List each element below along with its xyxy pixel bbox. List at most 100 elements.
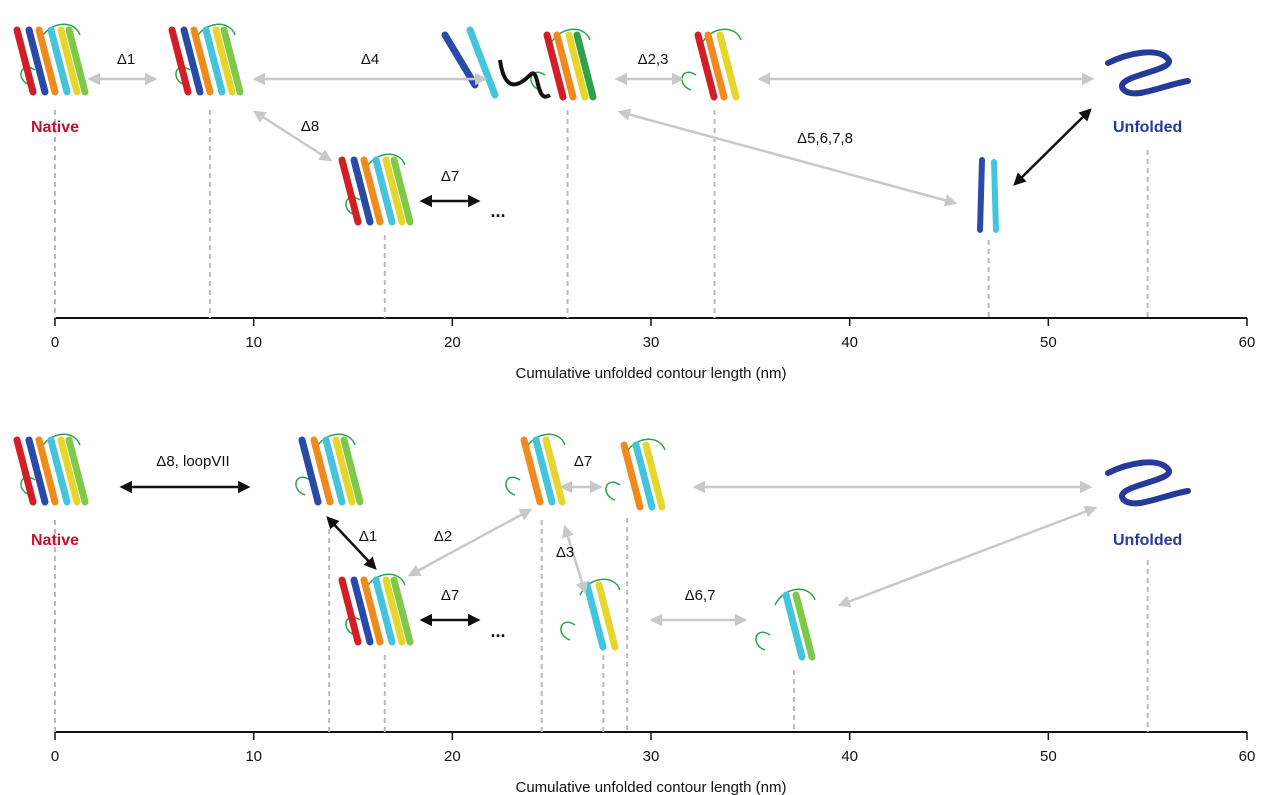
strand	[573, 31, 597, 101]
strand	[180, 26, 204, 96]
strand	[212, 26, 236, 96]
transition-label: Δ2,3	[638, 51, 669, 68]
protein-structure	[681, 28, 742, 101]
strand	[25, 436, 49, 506]
strand	[620, 441, 644, 511]
x-tick-label: 10	[245, 334, 262, 351]
x-tick-label: 60	[1239, 748, 1256, 765]
strand	[382, 156, 406, 226]
protein-structure	[605, 438, 666, 511]
transition-label: Δ6,7	[685, 587, 716, 604]
strand	[595, 581, 619, 651]
strand	[35, 26, 59, 96]
x-tick-label: 50	[1040, 334, 1057, 351]
strand	[553, 31, 577, 101]
ellipsis: ...	[490, 621, 505, 641]
transition-label: Δ7	[574, 453, 592, 470]
transition-label: Δ2	[434, 528, 452, 545]
strand	[583, 581, 607, 651]
protein-structure	[755, 588, 816, 661]
transition-arrow	[561, 524, 589, 595]
x-tick-label: 40	[841, 334, 858, 351]
transition-label: Δ4	[361, 51, 379, 68]
ellipsis: ...	[490, 201, 505, 221]
x-tick-label: 0	[51, 334, 59, 351]
x-axis-label: Cumulative unfolded contour length (nm)	[516, 779, 787, 795]
strand	[565, 31, 589, 101]
strand	[390, 156, 414, 226]
strand	[13, 436, 37, 506]
x-tick-label: 60	[1239, 334, 1256, 351]
x-tick-label: 20	[444, 748, 461, 765]
strand	[372, 576, 396, 646]
loop	[755, 588, 816, 651]
strand	[792, 591, 816, 661]
strand	[977, 157, 985, 233]
strand	[65, 436, 89, 506]
state-label: Unfolded	[1113, 532, 1182, 549]
x-tick-label: 50	[1040, 748, 1057, 765]
strand	[310, 436, 334, 506]
transition-arrow	[252, 110, 333, 162]
protein-structure	[1105, 49, 1191, 97]
transition-arrow	[326, 516, 377, 570]
strand	[350, 156, 374, 226]
strand	[190, 26, 214, 96]
protein-structure	[1105, 459, 1191, 507]
strand	[694, 31, 718, 101]
x-tick-label: 30	[643, 334, 660, 351]
strand	[991, 159, 999, 233]
strand	[466, 26, 499, 99]
transition-label: Δ7	[441, 587, 459, 604]
strand	[65, 26, 89, 96]
protein-structure	[295, 433, 364, 506]
strand	[47, 436, 71, 506]
strand	[520, 436, 544, 506]
transition-label: Δ8, loopVII	[156, 453, 229, 470]
transition-label: Δ7	[441, 168, 459, 185]
protein-structure	[168, 23, 244, 96]
strand	[543, 31, 567, 101]
strand	[441, 31, 479, 89]
strand	[338, 156, 362, 226]
loop	[530, 28, 591, 91]
strand	[332, 436, 356, 506]
strand	[202, 26, 226, 96]
strand	[168, 26, 192, 96]
x-tick-label: 20	[444, 334, 461, 351]
protein-structure	[505, 433, 566, 506]
x-tick-label: 10	[245, 748, 262, 765]
strand	[642, 441, 666, 511]
detached-chain	[498, 59, 552, 99]
strand	[542, 436, 566, 506]
strand	[340, 436, 364, 506]
state-label: Native	[31, 532, 79, 549]
strand	[372, 156, 396, 226]
strand	[57, 436, 81, 506]
unfolded-chain	[1105, 49, 1191, 97]
strand	[35, 436, 59, 506]
strand	[338, 576, 362, 646]
unfolded-chain	[1105, 459, 1191, 507]
strand	[390, 576, 414, 646]
strand	[632, 441, 656, 511]
strand	[532, 436, 556, 506]
transition-arrow	[837, 505, 1098, 608]
strand	[350, 576, 374, 646]
protein-structure	[977, 157, 999, 233]
x-tick-label: 30	[643, 748, 660, 765]
protein-structure	[13, 433, 89, 506]
transition-arrow	[1013, 108, 1092, 186]
strand	[360, 156, 384, 226]
strand	[382, 576, 406, 646]
strand	[57, 26, 81, 96]
protein-structure	[338, 573, 414, 646]
transition-label: Δ1	[117, 51, 135, 68]
strand	[704, 31, 728, 101]
protein-structure	[560, 578, 621, 651]
x-tick-label: 0	[51, 748, 59, 765]
transition-label: Δ5,6,7,8	[797, 130, 853, 147]
strand	[298, 436, 322, 506]
strand	[25, 26, 49, 96]
